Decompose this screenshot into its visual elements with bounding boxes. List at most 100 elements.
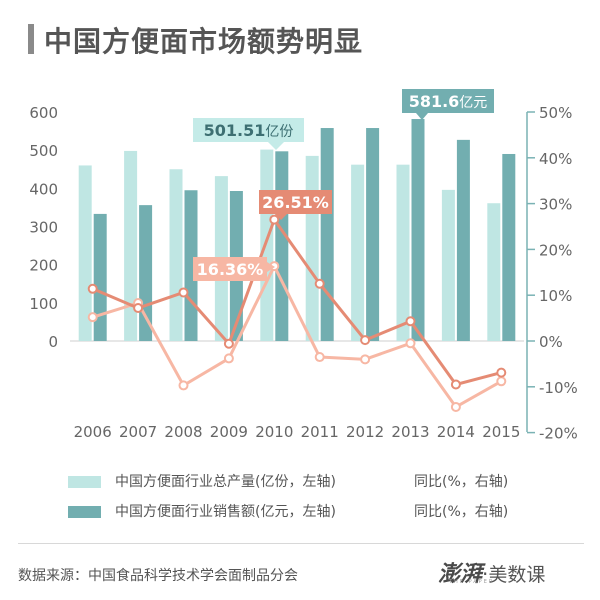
x-tick-label-2006: 2006 [74,423,112,441]
x-tick-label-2008: 2008 [164,423,202,441]
bar-sales-2006 [93,213,107,341]
legend-swatch-production [68,476,101,488]
data-source: 数据来源：中国食品科学技术学会面制品分会 [18,568,298,584]
callout-production-2010-box [193,118,304,142]
brand-logo-text: 澎湃 [438,561,483,587]
point-sales-yoy-2008 [178,287,189,298]
callout-production-2010-text-part: 亿份 [265,124,293,140]
chart: 0 100 200 300 400 500 600 -20% -10% 0% 10% 20% 30% 40… [29,89,578,443]
left-tick-label-300: 300 [29,219,58,237]
bar-production-2013 [396,164,410,341]
legend-label-production: 中国方便面行业总产量(亿份，左轴) [115,474,336,490]
x-tick-label-2010: 2010 [255,423,293,441]
x-tick-label-2012: 2012 [346,423,384,441]
brand-subtitle: 美数课 [488,564,546,586]
callout-sales-2013-text: 581.6亿元 [409,92,488,111]
point-sales-yoy-2012 [360,335,371,346]
legend-swatch-sales [68,506,101,518]
point-production-yoy-2008 [178,380,189,391]
left-tick-label-100: 100 [29,295,58,313]
point-sales-yoy-2013 [405,316,416,327]
bar-sales-2012 [366,128,380,341]
callout-production-2010-text: 501.51亿份 [204,121,294,140]
legend-label-sales: 中国方便面行业销售额(亿元，左轴) [115,504,336,520]
x-tick-label-2015: 2015 [482,423,520,441]
bar-production-2012 [351,164,365,341]
point-production-yoy-2006 [87,312,98,323]
right-tick-label-10%: 10% [539,287,572,305]
bar-sales-2007 [139,205,153,341]
callout-sales-2013-text-part: 亿元 [459,95,487,111]
x-tick-label-2013: 2013 [391,423,429,441]
brand-dot: · [482,562,489,586]
bar-sales-2014 [456,139,470,341]
x-tick-label-2014: 2014 [437,423,475,441]
callout-production-yoy-2010-pointer [267,262,275,272]
left-tick-label-200: 200 [29,257,58,275]
callout-sales-yoy-2010: 26.51% [259,190,332,220]
bar-sales-2015 [502,153,516,341]
x-tick-label-2009: 2009 [210,423,248,441]
right-tick-label--20%: -20% [539,425,578,443]
callout-sales-yoy-2010-text-part: 26.51% [262,193,329,212]
point-sales-yoy-2009 [223,338,234,349]
legend-label-sales-yoy: 同比(%，右轴) [414,504,509,520]
callout-production-2010-pointer [268,142,284,150]
callout-production-2010: 501.51亿份 [193,118,304,150]
title-accent-bar [28,24,34,54]
bar-production-2014 [441,189,455,341]
callout-sales-yoy-2010-pointer [275,214,287,220]
callout-sales-yoy-2010-text: 26.51% [262,193,329,212]
left-tick-label-400: 400 [29,180,58,198]
point-production-yoy-2013 [405,338,416,349]
callout-production-yoy-2010-text-part: 16.36% [197,260,264,279]
line-production-yoy [92,264,503,409]
callout-production-yoy-2010-text: 16.36% [197,260,264,279]
point-production-yoy-2015 [496,376,507,387]
right-tick-label-40%: 40% [539,150,572,168]
point-production-yoy-2014 [450,401,461,412]
point-sales-yoy-2010 [269,214,280,225]
right-tick-label-50%: 50% [539,104,572,122]
legend-label-production-yoy: 同比(%，右轴) [414,474,509,490]
line-sales-yoy [92,218,502,387]
footer-divider [18,543,584,544]
bar-sales-2011 [320,128,334,341]
bar-production-2011 [305,155,319,341]
bar-sales-2010 [275,151,289,341]
bar-production-2015 [487,203,501,341]
callout-sales-2013: 581.6亿元 [402,89,494,120]
brand-tagline: THE PAPER [449,579,495,585]
point-production-yoy-2009 [223,353,234,364]
point-sales-yoy-2015 [496,367,507,378]
callout-sales-2013-pointer [416,113,428,120]
callout-sales-yoy-2010-box [259,190,332,214]
bar-production-2007 [124,150,138,341]
point-sales-yoy-2014 [450,379,461,390]
point-production-yoy-2011 [314,352,325,363]
right-tick-label-20%: 20% [539,241,572,259]
brand-logo: 澎湃·美数课 [438,556,545,588]
point-production-yoy-2012 [360,354,371,365]
callout-production-yoy-2010: 16.36% [193,257,275,281]
right-tick-label-30%: 30% [539,196,572,214]
bar-production-2008 [169,169,183,341]
bar-sales-2013 [411,119,425,341]
point-sales-yoy-2007 [133,303,144,314]
left-tick-label-500: 500 [29,142,58,160]
callout-production-yoy-2010-box [193,257,267,281]
page-title: 中国方便面市场额势明显 [44,25,364,58]
left-tick-label-0: 0 [48,333,58,351]
point-sales-yoy-2011 [314,278,325,289]
x-tick-label-2011: 2011 [301,423,339,441]
bar-production-2006 [78,165,92,341]
right-tick-label--10%: -10% [539,379,578,397]
x-tick-label-2007: 2007 [119,423,157,441]
callout-sales-2013-text-part: 581.6 [409,92,460,111]
point-sales-yoy-2006 [87,283,98,294]
callout-production-2010-text-part: 501.51 [204,121,266,140]
callout-sales-2013-box [402,89,494,113]
bar-production-2010 [260,149,274,341]
left-tick-label-600: 600 [29,104,58,122]
right-tick-label-0%: 0% [539,333,563,351]
